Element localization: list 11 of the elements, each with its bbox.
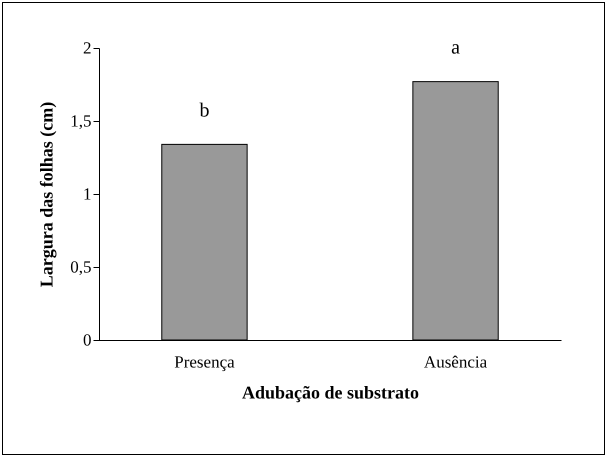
y-tick-label: 1 bbox=[83, 184, 92, 204]
annotation: a bbox=[451, 36, 460, 59]
x-tick-label: Presença bbox=[174, 352, 236, 372]
x-axis-title: Adubação de substrato bbox=[242, 382, 420, 402]
y-tick-label: 2 bbox=[83, 38, 92, 58]
y-axis-title: Largura das folhas (cm) bbox=[36, 102, 56, 288]
y-tick-label: 1,5 bbox=[70, 112, 92, 130]
x-tick-label: Ausência bbox=[424, 352, 488, 372]
y-tick-label: 0,5 bbox=[70, 258, 92, 276]
y-tick-label: 0 bbox=[83, 330, 92, 350]
annotation: b bbox=[199, 99, 210, 122]
